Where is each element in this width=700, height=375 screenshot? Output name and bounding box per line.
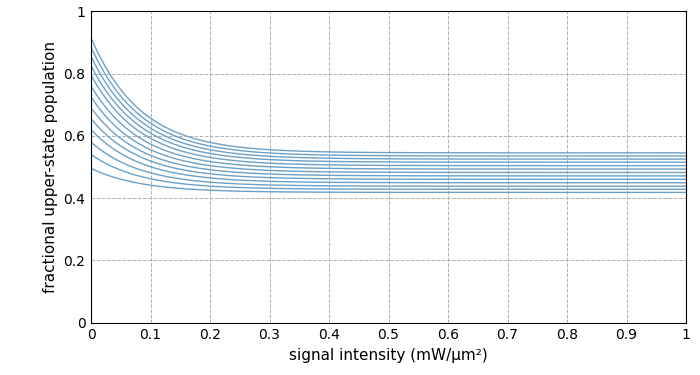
- X-axis label: signal intensity (mW/μm²): signal intensity (mW/μm²): [289, 348, 488, 363]
- Y-axis label: fractional upper-state population: fractional upper-state population: [43, 41, 58, 293]
